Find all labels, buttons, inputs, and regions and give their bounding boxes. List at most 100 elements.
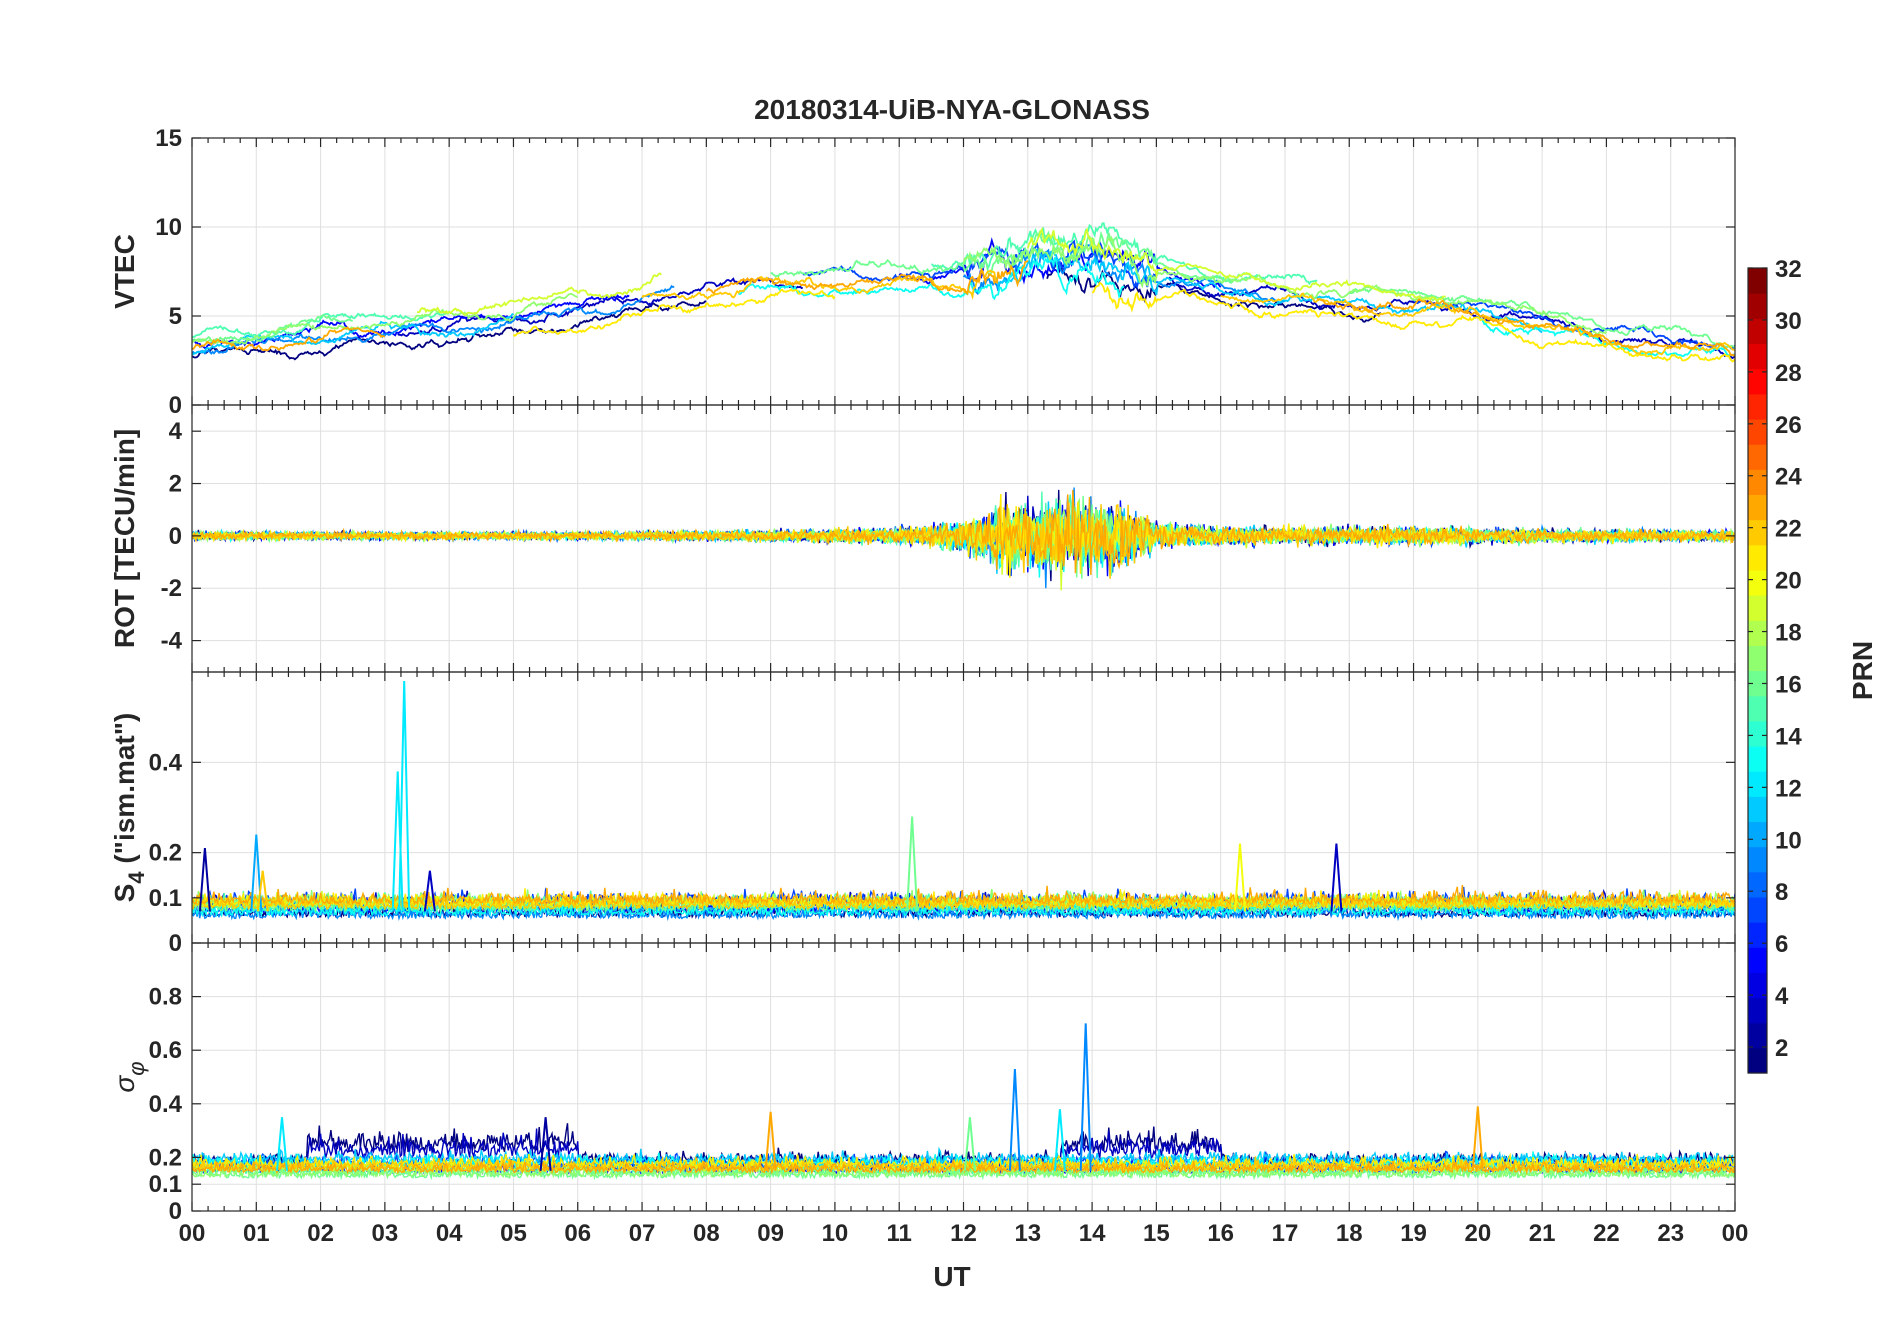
vtec-series-prn-15 bbox=[192, 310, 451, 339]
colorbar-level bbox=[1748, 318, 1767, 345]
colorbar-tick-label: 8 bbox=[1775, 879, 1788, 906]
x-tick-label: 09 bbox=[757, 1220, 784, 1247]
vtec-series-prn-11 bbox=[192, 312, 514, 356]
x-tick-label: 01 bbox=[243, 1220, 270, 1247]
sigma_phi-peak-prn-23 bbox=[1471, 1106, 1484, 1171]
y-tick-label: 0.4 bbox=[149, 1091, 183, 1118]
x-tick-label: 08 bbox=[693, 1220, 720, 1247]
vtec-series-prn-3 bbox=[1168, 276, 1735, 360]
x-tick-label: 13 bbox=[1014, 1220, 1041, 1247]
colorbar-label: PRN bbox=[1847, 641, 1878, 700]
vtec-series-prn-23 bbox=[1316, 297, 1735, 357]
x-tick-label: 03 bbox=[372, 1220, 399, 1247]
panel-s4-ticks: 0 0.1 0.2 0.4 bbox=[149, 672, 1736, 957]
x-tick-label: 21 bbox=[1529, 1220, 1556, 1247]
y-tick-label: -2 bbox=[161, 575, 182, 602]
colorbar-level bbox=[1748, 896, 1767, 923]
x-tick-label: 11 bbox=[887, 1220, 912, 1247]
colorbar-level bbox=[1748, 569, 1767, 596]
colorbar-frame bbox=[1747, 267, 1768, 1074]
x-axis: 00 01 02 03 04 05 06 07 08 09 10 11 12 13 14 15 16 17 18 19… bbox=[179, 1220, 1749, 1247]
y-tick-label: 0.8 bbox=[149, 984, 182, 1011]
colorbar-tick-label: 32 bbox=[1775, 256, 1802, 283]
x-tick-label: 00 bbox=[179, 1220, 206, 1247]
x-tick-label: 04 bbox=[436, 1220, 463, 1247]
y-tick-label: 0.1 bbox=[149, 885, 182, 912]
y-tick-label: 0.1 bbox=[149, 1171, 182, 1198]
vtec-series-prn-17 bbox=[192, 293, 578, 347]
ylabel-sub: φ bbox=[124, 1061, 149, 1075]
panel-vtec-ylabel: VTEC bbox=[109, 234, 140, 309]
colorbar-tick-label: 10 bbox=[1775, 827, 1802, 854]
y-tick-label: 0.2 bbox=[149, 1144, 182, 1171]
x-tick-label: 06 bbox=[564, 1220, 591, 1247]
x-tick-label: 17 bbox=[1272, 1220, 1299, 1247]
colorbar-level bbox=[1748, 368, 1767, 395]
s4-peak-prn-16 bbox=[906, 816, 919, 912]
colorbar-level bbox=[1748, 720, 1767, 747]
vtec-series-prn-21 bbox=[512, 287, 836, 337]
ylabel-main: σ bbox=[109, 1075, 140, 1093]
colorbar-tick-label: 24 bbox=[1775, 464, 1802, 491]
colorbar-level bbox=[1748, 771, 1767, 797]
colorbar-tick-label: 26 bbox=[1775, 412, 1802, 439]
s4-peak-prn-3 bbox=[423, 870, 436, 912]
x-tick-label: 07 bbox=[629, 1220, 656, 1247]
vtec-series-prn-1 bbox=[192, 300, 707, 361]
x-tick-label: 18 bbox=[1336, 1220, 1363, 1247]
panel-vtec-plot bbox=[192, 222, 1735, 363]
colorbar-level bbox=[1748, 997, 1767, 1024]
colorbar-level bbox=[1748, 796, 1767, 823]
panel-sigma_phi-ylabel: σφ bbox=[109, 1061, 149, 1092]
y-tick-label: 15 bbox=[155, 125, 182, 152]
y-tick-label: 2 bbox=[169, 471, 182, 498]
s4-peak-prn-10 bbox=[250, 834, 263, 912]
colorbar-level bbox=[1748, 393, 1767, 420]
colorbar-level bbox=[1748, 745, 1767, 772]
x-tick-label: 15 bbox=[1143, 1220, 1170, 1247]
x-tick-label: 22 bbox=[1593, 1220, 1620, 1247]
colorbar-level bbox=[1748, 695, 1767, 722]
panel-sigma_phi-plot bbox=[192, 1023, 1735, 1181]
y-tick-label: 4 bbox=[169, 418, 183, 445]
vtec-series-prn-22 bbox=[1220, 292, 1735, 356]
s4-peak-prn-2 bbox=[198, 848, 211, 912]
panel-sigma_phi-frame bbox=[191, 942, 1736, 1212]
colorbar-tick-label: 30 bbox=[1775, 308, 1802, 335]
s4-series-prn-23 bbox=[192, 884, 1735, 907]
colorbar-level bbox=[1748, 544, 1767, 571]
y-tick-label: 0 bbox=[169, 392, 182, 419]
colorbar-tick-label: 2 bbox=[1775, 1035, 1788, 1062]
colorbar-level bbox=[1748, 494, 1767, 521]
x-tick-label: 02 bbox=[307, 1220, 334, 1247]
x-tick-label: 10 bbox=[822, 1220, 849, 1247]
vtec-series-prn-21 bbox=[1091, 281, 1735, 363]
sigma_phi-peak-prn-9 bbox=[1008, 1068, 1021, 1171]
s4-series-prn-22 bbox=[192, 893, 1735, 912]
sigma_phi-peak-prn-16 bbox=[963, 1117, 976, 1171]
x-tick-label: 14 bbox=[1079, 1220, 1106, 1247]
colorbar-tick-label: 4 bbox=[1775, 983, 1789, 1010]
colorbar-level bbox=[1748, 1022, 1767, 1049]
x-tick-label: 23 bbox=[1657, 1220, 1684, 1247]
y-tick-label: 0 bbox=[169, 1198, 182, 1225]
y-tick-label: 10 bbox=[155, 214, 182, 241]
s4-peak-prn-22 bbox=[256, 870, 269, 912]
sigma_phi-peak-prn-9 bbox=[1079, 1023, 1092, 1171]
panel-sigma_phi-ticks: 00.10.2 0.4 0.6 0.8 bbox=[149, 943, 1736, 1225]
colorbar-level bbox=[1748, 947, 1767, 973]
colorbar-tick-label: 12 bbox=[1775, 775, 1802, 802]
sigma_phi-peak-prn-2 bbox=[539, 1117, 552, 1171]
colorbar-level bbox=[1748, 620, 1767, 646]
ylabel-sub: 4 bbox=[124, 871, 149, 884]
s4-peak-prn-12 bbox=[391, 771, 404, 912]
colorbar-level bbox=[1748, 821, 1767, 848]
y-tick-label: 0.6 bbox=[149, 1037, 182, 1064]
panel-rot: -4 -2 0 2 4 ROT [TECU/min] bbox=[109, 404, 1736, 673]
vtec-series-prn-19 bbox=[1026, 227, 1446, 302]
panel-rot-plot bbox=[192, 487, 1735, 591]
vtec-series-prn-16 bbox=[1348, 286, 1735, 349]
ylabel-suffix: ("ism.mat") bbox=[109, 713, 140, 872]
